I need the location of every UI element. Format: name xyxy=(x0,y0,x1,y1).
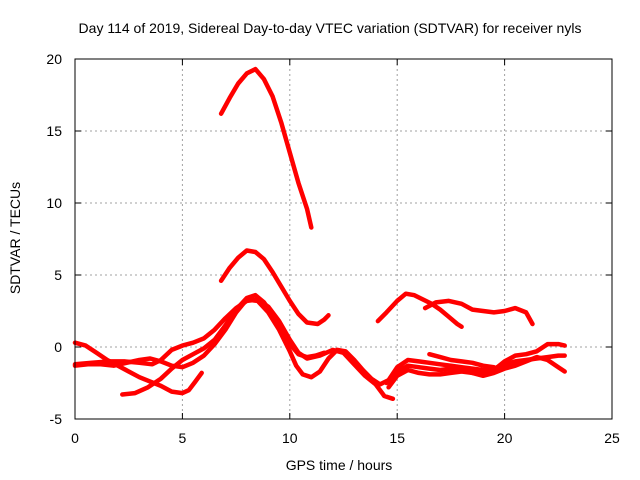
y-axis-label: SDTVAR / TECUs xyxy=(7,182,23,294)
x-tick-label: 15 xyxy=(389,430,405,446)
y-tick-label: 0 xyxy=(54,339,62,355)
chart-title: Day 114 of 2019, Sidereal Day-to-day VTE… xyxy=(79,20,582,36)
x-tick-label: 5 xyxy=(179,430,187,446)
chart: Day 114 of 2019, Sidereal Day-to-day VTE… xyxy=(0,0,640,480)
x-axis-label: GPS time / hours xyxy=(286,457,393,473)
x-tick-label: 25 xyxy=(604,430,620,446)
series-group xyxy=(75,69,565,399)
y-tick-label: -5 xyxy=(50,411,63,427)
series-line-s1 xyxy=(221,69,311,227)
y-tick-label: 15 xyxy=(46,123,62,139)
tick-group: 0 5 10 15 20 25 -5 0 5 10 15 20 xyxy=(46,51,620,446)
y-tick-label: 5 xyxy=(54,267,62,283)
y-tick-label: 10 xyxy=(46,195,62,211)
y-tick-label: 20 xyxy=(46,51,62,67)
x-tick-label: 20 xyxy=(497,430,513,446)
x-tick-label: 10 xyxy=(282,430,298,446)
x-tick-label: 0 xyxy=(71,430,79,446)
